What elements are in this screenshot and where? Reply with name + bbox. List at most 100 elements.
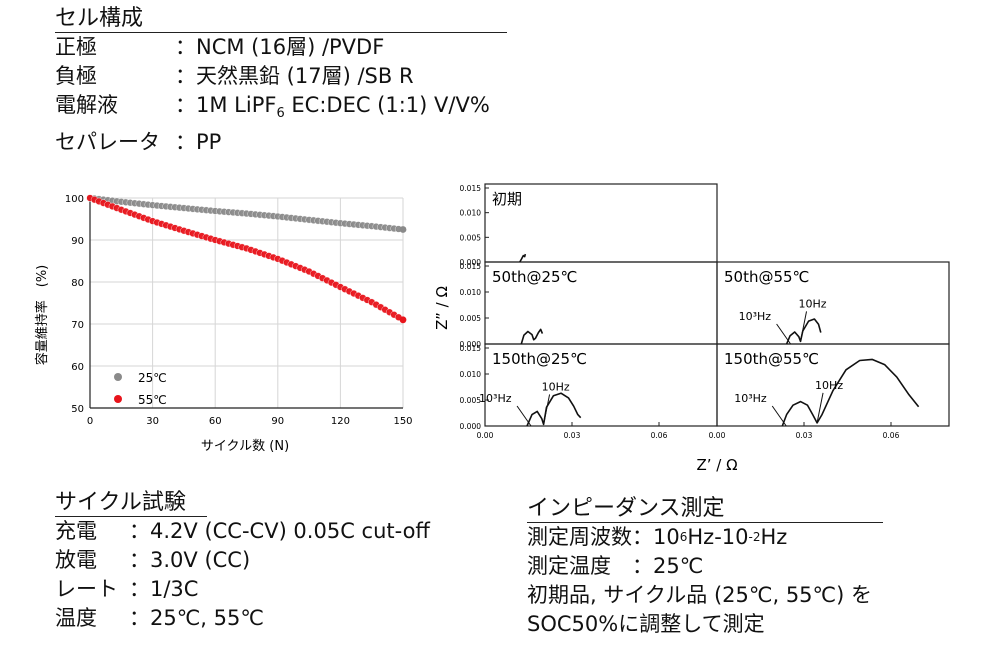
- nyquist-panel-frame: [716, 343, 950, 427]
- nyquist-curve: [526, 392, 582, 427]
- impedance-section: インピーダンス測定 測定周波数：10 6 Hz-10 -2 Hz 測定温度 ：25℃…: [527, 496, 883, 639]
- frequency-label-1khz: 10³Hz: [739, 310, 772, 323]
- y-tick-label: 60: [71, 362, 84, 373]
- x-tick-label: 0: [87, 416, 93, 427]
- x-tick-label: 0.03: [564, 431, 581, 440]
- cell-row-separator: セパレータ ：PP: [55, 128, 507, 157]
- cycle-row-charge: 充電 ：4.2V (CC-CV) 0.05C cut-off: [55, 517, 430, 546]
- cell-row-cathode: 正極 ：NCM (16層) /PVDF: [55, 33, 507, 62]
- x-tick-label: 120: [331, 416, 350, 427]
- cycle-row-value: ：3.0V (CC): [129, 548, 251, 572]
- y-tick-label: 0.005: [460, 233, 482, 242]
- impedance-row-frequency: 測定周波数：10 6 Hz-10 -2 Hz: [527, 523, 883, 552]
- frequency-pointer: [516, 405, 532, 427]
- impedance-row-temperature: 測定温度 ：25℃: [527, 554, 704, 578]
- frequency-label-1khz: 10³Hz: [479, 392, 512, 405]
- x-tick-label: 150: [393, 416, 412, 427]
- nyquist-y-axis-label: Z” / Ω: [433, 286, 451, 330]
- x-tick-label: 0.06: [883, 431, 900, 440]
- y-tick-label: 90: [71, 236, 84, 247]
- x-tick-label: 90: [271, 416, 284, 427]
- nyquist-curve: [781, 358, 920, 427]
- y-tick-label: 100: [65, 194, 84, 205]
- x-tick-label: 30: [146, 416, 159, 427]
- impedance-row-samples: 初期品, サイクル品 (25℃, 55℃) を: [527, 583, 872, 607]
- cell-row-value: ：NCM (16層) /PVDF: [175, 35, 385, 59]
- frequency-pointer: [800, 311, 808, 342]
- cell-row-label: 電解液: [55, 93, 118, 117]
- cycle-row-label: 温度: [55, 606, 97, 630]
- cell-row-electrolyte: 電解液 ：1M LiPF6 EC:DEC (1:1) V/V%: [55, 91, 507, 128]
- cell-row-value: ：PP: [175, 130, 222, 155]
- frequency-pointer: [816, 392, 824, 423]
- electrolyte-value-part1: ：1M LiPF: [175, 93, 277, 117]
- nyquist-panel-label: 50th@55℃: [724, 268, 809, 286]
- cycle-row-temperature: 温度 ：25℃, 55℃: [55, 604, 430, 633]
- cell-row-value: ：天然黒鉛 (17層) /SB R: [175, 64, 414, 88]
- impedance-line1-suffix: Hz: [760, 525, 788, 549]
- x-tick-label: 0.03: [796, 431, 813, 440]
- cell-row-label: セパレータ: [55, 130, 160, 155]
- impedance-line1-prefix: 測定周波数：10: [527, 525, 680, 549]
- y-tick-label: 0.005: [460, 314, 482, 323]
- impedance-line1-sup1: 6: [679, 530, 688, 544]
- cycle-test-rule: [55, 516, 207, 517]
- impedance-row-soc: SOC50%に調整して測定: [527, 612, 765, 636]
- cycle-row-discharge: 放電 ：3.0V (CC): [55, 546, 430, 575]
- frequency-label-10hz: 10Hz: [799, 297, 827, 310]
- cycle-row-value: ：1/3C: [129, 577, 199, 601]
- data-point: [399, 316, 407, 324]
- nyquist-curve: [785, 318, 822, 345]
- nyquist-curve: [519, 253, 527, 263]
- y-tick-label: 0.010: [460, 288, 482, 297]
- nyquist-panel-label: 初期: [492, 190, 522, 208]
- y-axis-label: 容量維持率 (%): [34, 265, 50, 366]
- data-point: [399, 226, 407, 233]
- nyquist-chart: 0.0000.0050.0100.0150.0000.0050.0100.015…: [433, 183, 950, 474]
- legend-label: 25℃: [138, 371, 167, 385]
- electrolyte-subscript: 6: [276, 106, 285, 122]
- series-0: [86, 194, 407, 233]
- cycle-row-rate: レート ：1/3C: [55, 575, 430, 604]
- legend-marker: [114, 395, 122, 403]
- legend-label: 55℃: [138, 393, 167, 407]
- series-1: [86, 194, 407, 324]
- nyquist-curve: [520, 328, 544, 345]
- x-tick-label: 0.00: [477, 431, 494, 440]
- legend-marker: [114, 373, 122, 381]
- cycle-row-label: 放電: [55, 548, 97, 572]
- x-tick-label: 0.00: [709, 431, 726, 440]
- cell-config-section: セル構成 正極 ：NCM (16層) /PVDF 負極 ：天然黒鉛 (17層) …: [55, 6, 507, 157]
- capacity-retention-chart: 50 60 70 80 90 100 0 30 60 90 120 150 25℃ 55℃ 容量維持率 …: [34, 194, 413, 454]
- cell-config-heading: セル構成: [55, 6, 144, 31]
- cell-row-value: ：1M LiPF6 EC:DEC (1:1) V/V%: [175, 91, 490, 128]
- cycle-row-value: ：4.2V (CC-CV) 0.05C cut-off: [129, 519, 430, 543]
- frequency-label-1khz: 10³Hz: [734, 392, 767, 405]
- y-tick-label: 70: [71, 320, 84, 331]
- cycle-row-label: 充電: [55, 519, 97, 543]
- x-axis-label: サイクル数 (N): [201, 439, 289, 454]
- frequency-pointer: [776, 323, 792, 345]
- cell-row-anode: 負極 ：天然黒鉛 (17層) /SB R: [55, 62, 507, 91]
- impedance-line1-mid: Hz-10: [687, 525, 749, 549]
- electrolyte-value-part2: EC:DEC (1:1) V/V%: [284, 93, 490, 117]
- impedance-heading: インピーダンス測定: [527, 496, 725, 521]
- x-tick-label: 0.06: [651, 431, 668, 440]
- y-tick-label: 0.000: [460, 258, 482, 267]
- nyquist-x-axis-label: Z’ / Ω: [696, 456, 737, 474]
- frequency-pointer: [771, 405, 787, 427]
- cell-config-rule: [55, 32, 507, 33]
- nyquist-panel-label: 150th@55℃: [724, 350, 819, 368]
- cell-row-label: 負極: [55, 64, 97, 88]
- cycle-row-value: ：25℃, 55℃: [129, 606, 264, 630]
- cell-row-label: 正極: [55, 35, 97, 59]
- cycle-test-section: サイクル試験 充電 ：4.2V (CC-CV) 0.05C cut-off 放電…: [55, 490, 430, 633]
- frequency-label-10hz: 10Hz: [815, 379, 843, 392]
- y-tick-label: 80: [71, 278, 84, 289]
- frequency-label-10hz: 10Hz: [542, 380, 570, 393]
- y-tick-label: 0.010: [460, 370, 482, 379]
- nyquist-panel-label: 150th@25℃: [492, 350, 587, 368]
- y-tick-label: 0.000: [460, 422, 482, 431]
- y-tick-label: 0.015: [460, 262, 482, 271]
- frequency-pointer: [543, 394, 551, 425]
